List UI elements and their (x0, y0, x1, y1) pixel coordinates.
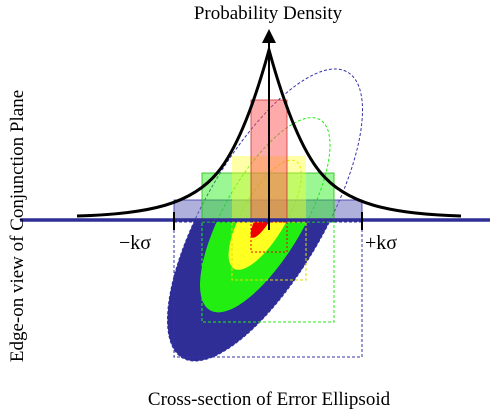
y-axis-label: Edge-on view of Conjunction Plane (7, 90, 28, 362)
x-axis-label: Cross-section of Error Ellipsoid (148, 389, 391, 410)
outer-bounding-box (173, 221, 363, 358)
minus-k-sigma-label: −kσ (119, 232, 151, 254)
diagram-title: Probability Density (194, 3, 343, 24)
yellow-ellipse-fill (228, 220, 302, 270)
plus-k-sigma-label: +kσ (365, 232, 397, 254)
red-ellipse-fill (250, 220, 280, 238)
